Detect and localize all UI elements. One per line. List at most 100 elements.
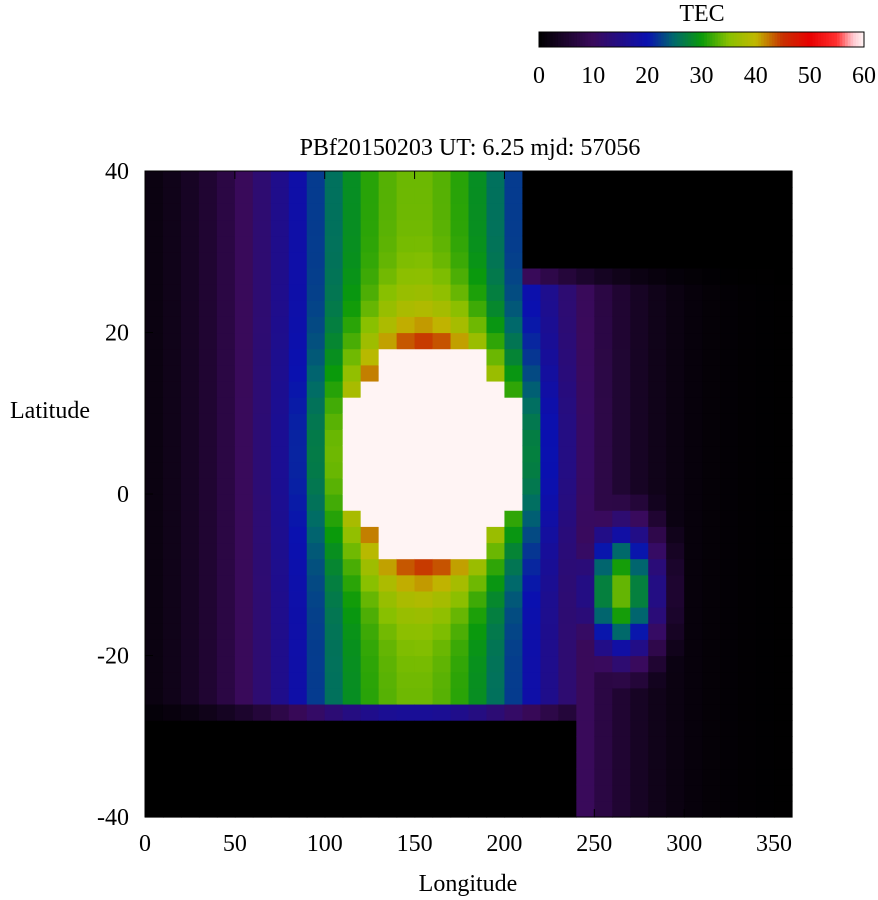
colorbar-segment [752,32,757,47]
heatmap-cell [684,590,703,608]
heatmap-cell [378,429,398,447]
heatmap-cell [594,445,613,463]
heatmap-cell [414,300,434,317]
heatmap-cell [612,316,631,334]
heatmap-cell [504,574,524,592]
heatmap-cell [774,720,793,737]
heatmap-cell [594,251,613,269]
heatmap-cell [342,380,362,398]
heatmap-cell [342,800,362,818]
heatmap-cell [145,623,164,640]
heatmap-cell [648,510,667,527]
colorbar-segment [706,32,711,47]
heatmap-cell [666,219,685,237]
heatmap-cell [540,510,559,527]
heatmap-cell [774,590,793,608]
heatmap-cell [180,752,200,770]
heatmap-cell [450,251,470,269]
heatmap-cell [270,623,290,640]
heatmap-cell [252,494,272,511]
heatmap-cell [396,397,416,414]
heatmap-cell [702,429,721,447]
heatmap-cell [468,461,488,479]
heatmap-cell [414,251,434,269]
heatmap-cell [180,461,200,479]
heatmap-cell [504,655,524,673]
heatmap-cell [486,219,506,237]
heatmap-cell [594,348,613,366]
heatmap-cell [198,590,218,608]
heatmap-cell [378,574,398,592]
chart-title: PBf20150203 UT: 6.25 mjd: 57056 [300,135,641,161]
heatmap-cell [504,235,524,253]
heatmap-cell [720,364,739,382]
heatmap-cell [360,784,380,802]
colorbar-segment [582,32,586,47]
heatmap-cell [360,477,380,495]
heatmap-cell [162,316,182,334]
heatmap-cell [504,542,524,560]
heatmap-cell [288,542,308,560]
heatmap-cell [540,380,559,398]
heatmap-cell [558,267,577,285]
heatmap-cell [342,655,362,673]
heatmap-cell [468,397,488,414]
heatmap-cell [594,542,613,560]
heatmap-cell [216,768,236,786]
heatmap-cell [666,348,685,366]
heatmap-cell [145,510,164,527]
heatmap-cell [558,703,577,721]
heatmap-cell [684,477,703,495]
heatmap-cell [630,429,649,447]
heatmap-cell [432,736,452,753]
heatmap-cell [288,284,308,301]
heatmap-cell [432,784,452,802]
heatmap-cell [252,429,272,447]
heatmap-cell [558,639,577,657]
heatmap-cell [270,251,290,269]
heatmap-cell [252,364,272,382]
heatmap-cell [522,251,541,269]
heatmap-cell [324,542,344,560]
heatmap-cell [270,461,290,479]
heatmap-cell [162,477,182,495]
heatmap-cell [702,720,721,737]
heatmap-cell [252,639,272,657]
colorbar-segment [720,32,724,47]
colorbar-segment [836,32,841,47]
heatmap-cell [594,364,613,382]
heatmap-cell [576,671,595,689]
heatmap-cell [145,429,164,447]
heatmap-cell [198,235,218,253]
heatmap-cell [180,300,200,317]
heatmap-cell [270,736,290,753]
colorbar-segment [612,32,616,47]
heatmap-cell [684,284,703,301]
heatmap-cell [216,300,236,317]
heatmap-cell [342,639,362,657]
heatmap-cell [234,800,254,818]
heatmap-cell [270,300,290,317]
heatmap-cell [756,752,775,770]
heatmap-cell [774,736,793,753]
heatmap-cell [504,736,524,753]
heatmap-cell [558,380,577,398]
heatmap-cell [198,607,218,624]
heatmap-cell [162,639,182,657]
heatmap-cell [306,364,326,382]
heatmap-cell [738,510,757,527]
colorbar-segment [799,32,803,47]
heatmap-cell [378,526,398,544]
heatmap-cell [270,364,290,382]
heatmap-cell [774,526,793,544]
heatmap-cell [198,219,218,237]
heatmap-cell [612,171,631,188]
heatmap-cell [720,510,739,527]
heatmap-cell [738,251,757,269]
heatmap-cell [432,219,452,237]
heatmap-cell [612,251,631,269]
heatmap-cell [540,348,559,366]
heatmap-cell [630,703,649,721]
heatmap-cell [486,639,506,657]
heatmap-cell [612,720,631,737]
